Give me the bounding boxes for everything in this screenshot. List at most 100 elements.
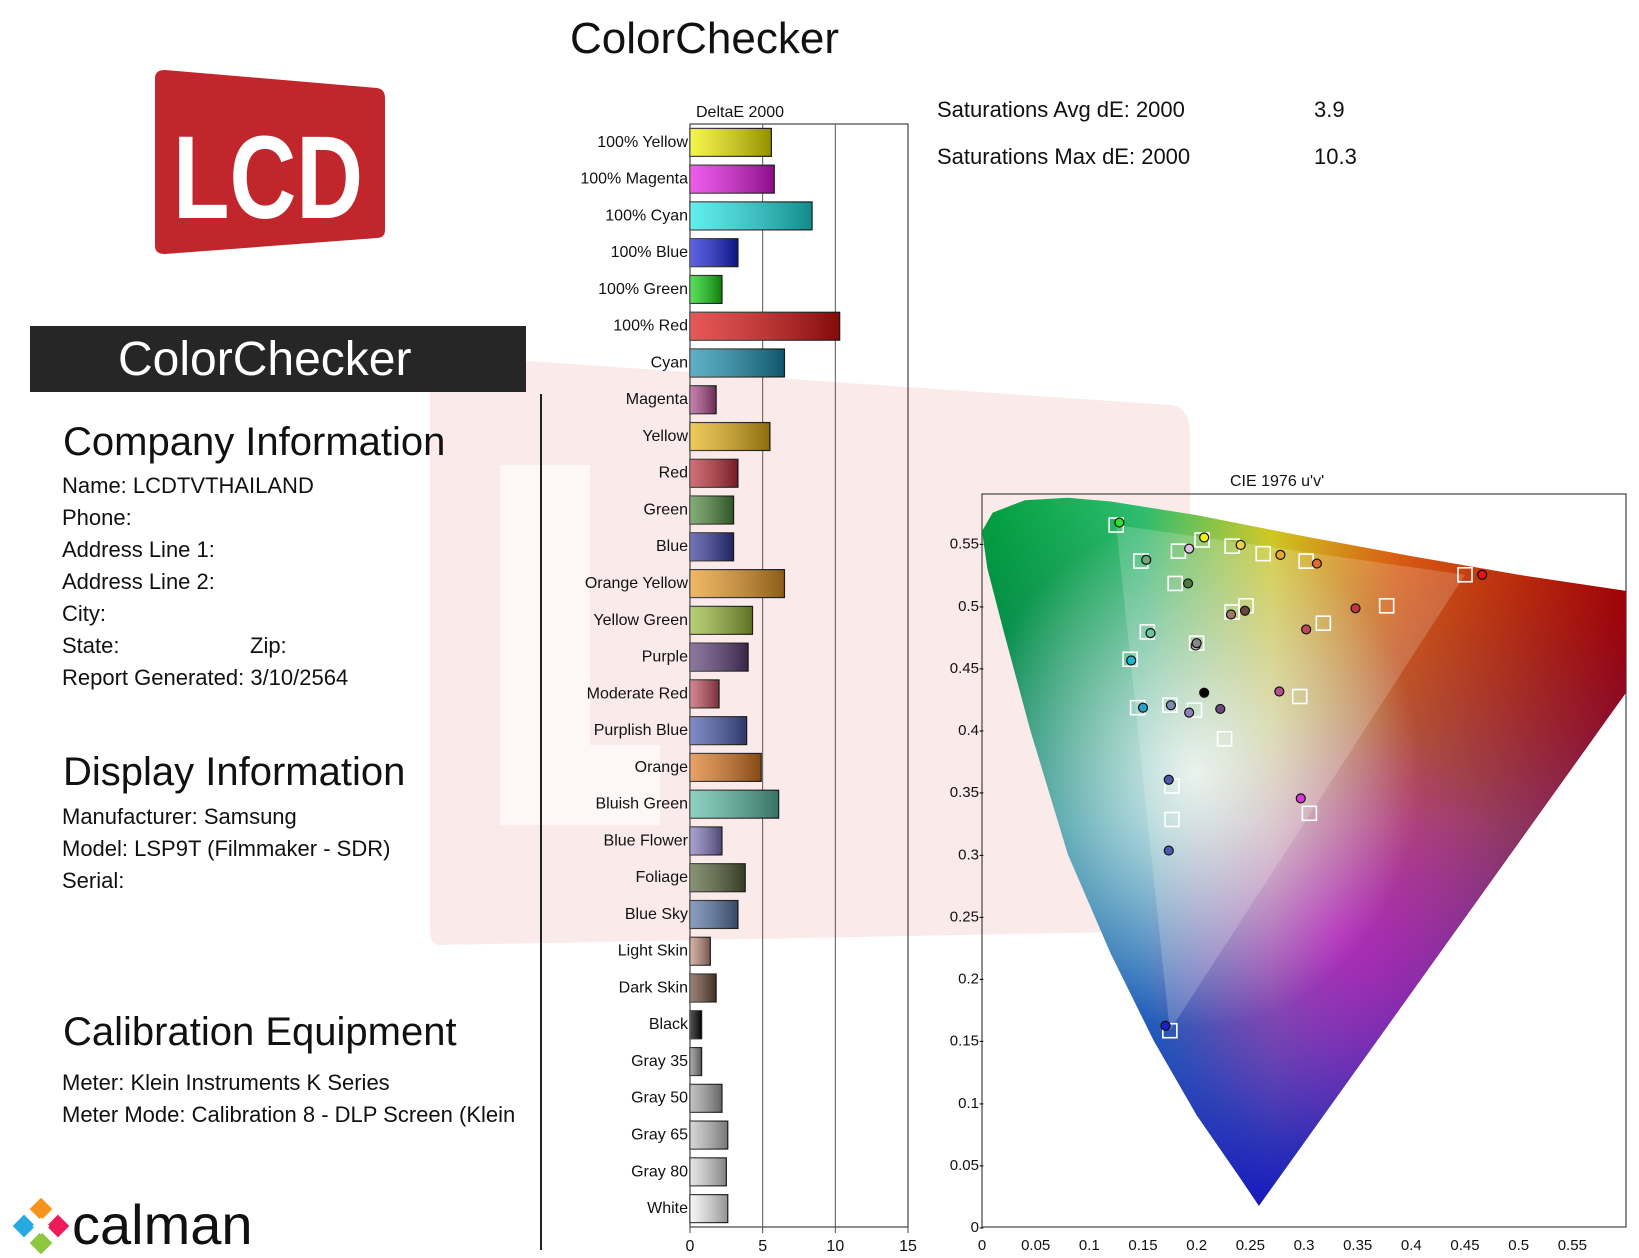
- bar-shade: [690, 238, 738, 267]
- target-square: [1315, 615, 1332, 632]
- bar-xtick-label: 10: [826, 1238, 844, 1255]
- bar-shade: [690, 422, 770, 451]
- cie-ytick-label: 0.05-: [950, 1157, 984, 1174]
- max-de-label: Saturations Max dE: 2000: [937, 144, 1191, 169]
- cie-xtick-label: 0.5: [1508, 1237, 1529, 1254]
- meter-mode: Meter Mode: Calibration 8 - DLP Screen (…: [62, 1102, 516, 1127]
- measured-point: [1311, 558, 1322, 569]
- report-title-bar: ColorChecker: [30, 326, 526, 392]
- bar-label: Magenta: [626, 391, 688, 408]
- bar-label: Cyan: [651, 354, 688, 371]
- bar-shade: [690, 275, 722, 304]
- measured-point: [1165, 700, 1177, 711]
- measured-point: [1295, 793, 1306, 804]
- target-square: [1301, 805, 1318, 822]
- report-title: ColorChecker: [118, 333, 412, 386]
- measured-point: [1160, 1020, 1171, 1031]
- company-zip: Zip:: [250, 633, 287, 658]
- display-info-heading: Display Information: [63, 750, 406, 794]
- bar-label: Blue Sky: [625, 906, 688, 923]
- target-square: [1162, 697, 1178, 714]
- bar-shade: [690, 349, 785, 377]
- page-title: ColorChecker: [570, 14, 839, 63]
- bar-shade: [690, 643, 749, 672]
- bar-label: Purplish Blue: [594, 722, 688, 739]
- cie-ytick-label: 0.2-: [958, 971, 984, 988]
- bar-label: Gray 80: [631, 1163, 688, 1180]
- company-city: City:: [62, 601, 106, 626]
- bar-shade: [690, 716, 747, 745]
- bar-shade: [690, 201, 813, 230]
- company-phone: Phone:: [62, 505, 132, 530]
- measured-point: [1235, 539, 1246, 551]
- bar-chart-title: DeltaE 2000: [696, 104, 784, 121]
- bar-shade: [690, 312, 840, 341]
- bar-shade: [690, 569, 785, 598]
- measured-point: [1114, 517, 1125, 528]
- bar-label: Bluish Green: [596, 796, 689, 813]
- display-manufacturer: Manufacturer: Samsung: [62, 804, 297, 829]
- measured-point: [1199, 687, 1210, 698]
- company-state: State:: [62, 633, 120, 658]
- cie-xtick-label: 0: [978, 1237, 986, 1254]
- bar-label: Black: [649, 1016, 689, 1033]
- measured-point: [1126, 655, 1137, 666]
- cie-xtick-label: 0.35: [1343, 1237, 1372, 1254]
- bar-label: Yellow Green: [593, 612, 688, 629]
- bar-shade: [690, 790, 779, 819]
- measured-point: [1225, 609, 1237, 620]
- company-name: Name: LCDTVTHAILAND: [62, 473, 314, 498]
- measured-point: [1301, 624, 1312, 635]
- bar-label: Dark Skin: [619, 979, 688, 996]
- avg-de-value: 3.9: [1314, 97, 1345, 122]
- cie-ytick-label: 0.1-: [958, 1095, 984, 1112]
- measured-point: [1141, 554, 1152, 565]
- cie-plot-frame: [981, 493, 1627, 1228]
- measured-point: [1184, 707, 1195, 718]
- cie-ytick-label: 0.35-: [950, 784, 984, 801]
- bar-shade: [690, 679, 720, 708]
- measured-point: [1199, 532, 1210, 543]
- bar-shade: [690, 1194, 728, 1223]
- bar-label: Moderate Red: [587, 685, 688, 702]
- cie-ytick-label: 0-: [971, 1219, 984, 1236]
- bar-label: Red: [659, 465, 688, 482]
- bar-label: Gray 65: [631, 1126, 688, 1143]
- target-square: [1216, 730, 1233, 747]
- cie-ytick-label: 0.4-: [958, 722, 984, 739]
- bar-shade: [690, 1010, 702, 1039]
- bar-xtick-label: 0: [686, 1238, 695, 1255]
- bar-shade: [690, 1121, 728, 1150]
- measured-point: [1163, 845, 1174, 856]
- bar-shade: [690, 937, 711, 966]
- target-square: [1457, 566, 1473, 583]
- calman-logo-icon: [12, 1198, 70, 1254]
- cie-ytick-label: 0.5-: [958, 598, 984, 615]
- bar-shade: [690, 753, 762, 782]
- bar-label: 100% Cyan: [605, 207, 688, 224]
- bar-plot-frame: [689, 123, 909, 1228]
- bar-label: 100% Yellow: [597, 134, 688, 151]
- bar-shade: [690, 1157, 727, 1186]
- bar-label: Yellow: [642, 428, 688, 445]
- measured-point: [1215, 703, 1226, 715]
- vertical-divider: [540, 394, 542, 1250]
- measured-point: [1184, 543, 1195, 554]
- bar-label: Orange Yellow: [585, 575, 689, 592]
- cie-ytick-label: 0.3-: [958, 846, 984, 863]
- target-gamut-triangle: [1116, 525, 1465, 1031]
- bar-label: 100% Red: [613, 318, 688, 335]
- measured-point: [1275, 549, 1286, 560]
- bar-shade: [690, 606, 753, 635]
- report-generated: Report Generated: 3/10/2564: [62, 665, 349, 690]
- bar-label: Gray 35: [631, 1053, 688, 1070]
- display-model: Model: LSP9T (Filmmaker - SDR): [62, 836, 391, 861]
- measured-point: [1274, 686, 1285, 697]
- cie-ytick-label: 0.45-: [950, 660, 984, 677]
- bar-label: Blue: [656, 538, 688, 555]
- bar-label: 100% Green: [598, 281, 688, 298]
- target-square: [1378, 598, 1395, 614]
- max-de-value: 10.3: [1314, 144, 1357, 169]
- measured-point: [1477, 569, 1488, 580]
